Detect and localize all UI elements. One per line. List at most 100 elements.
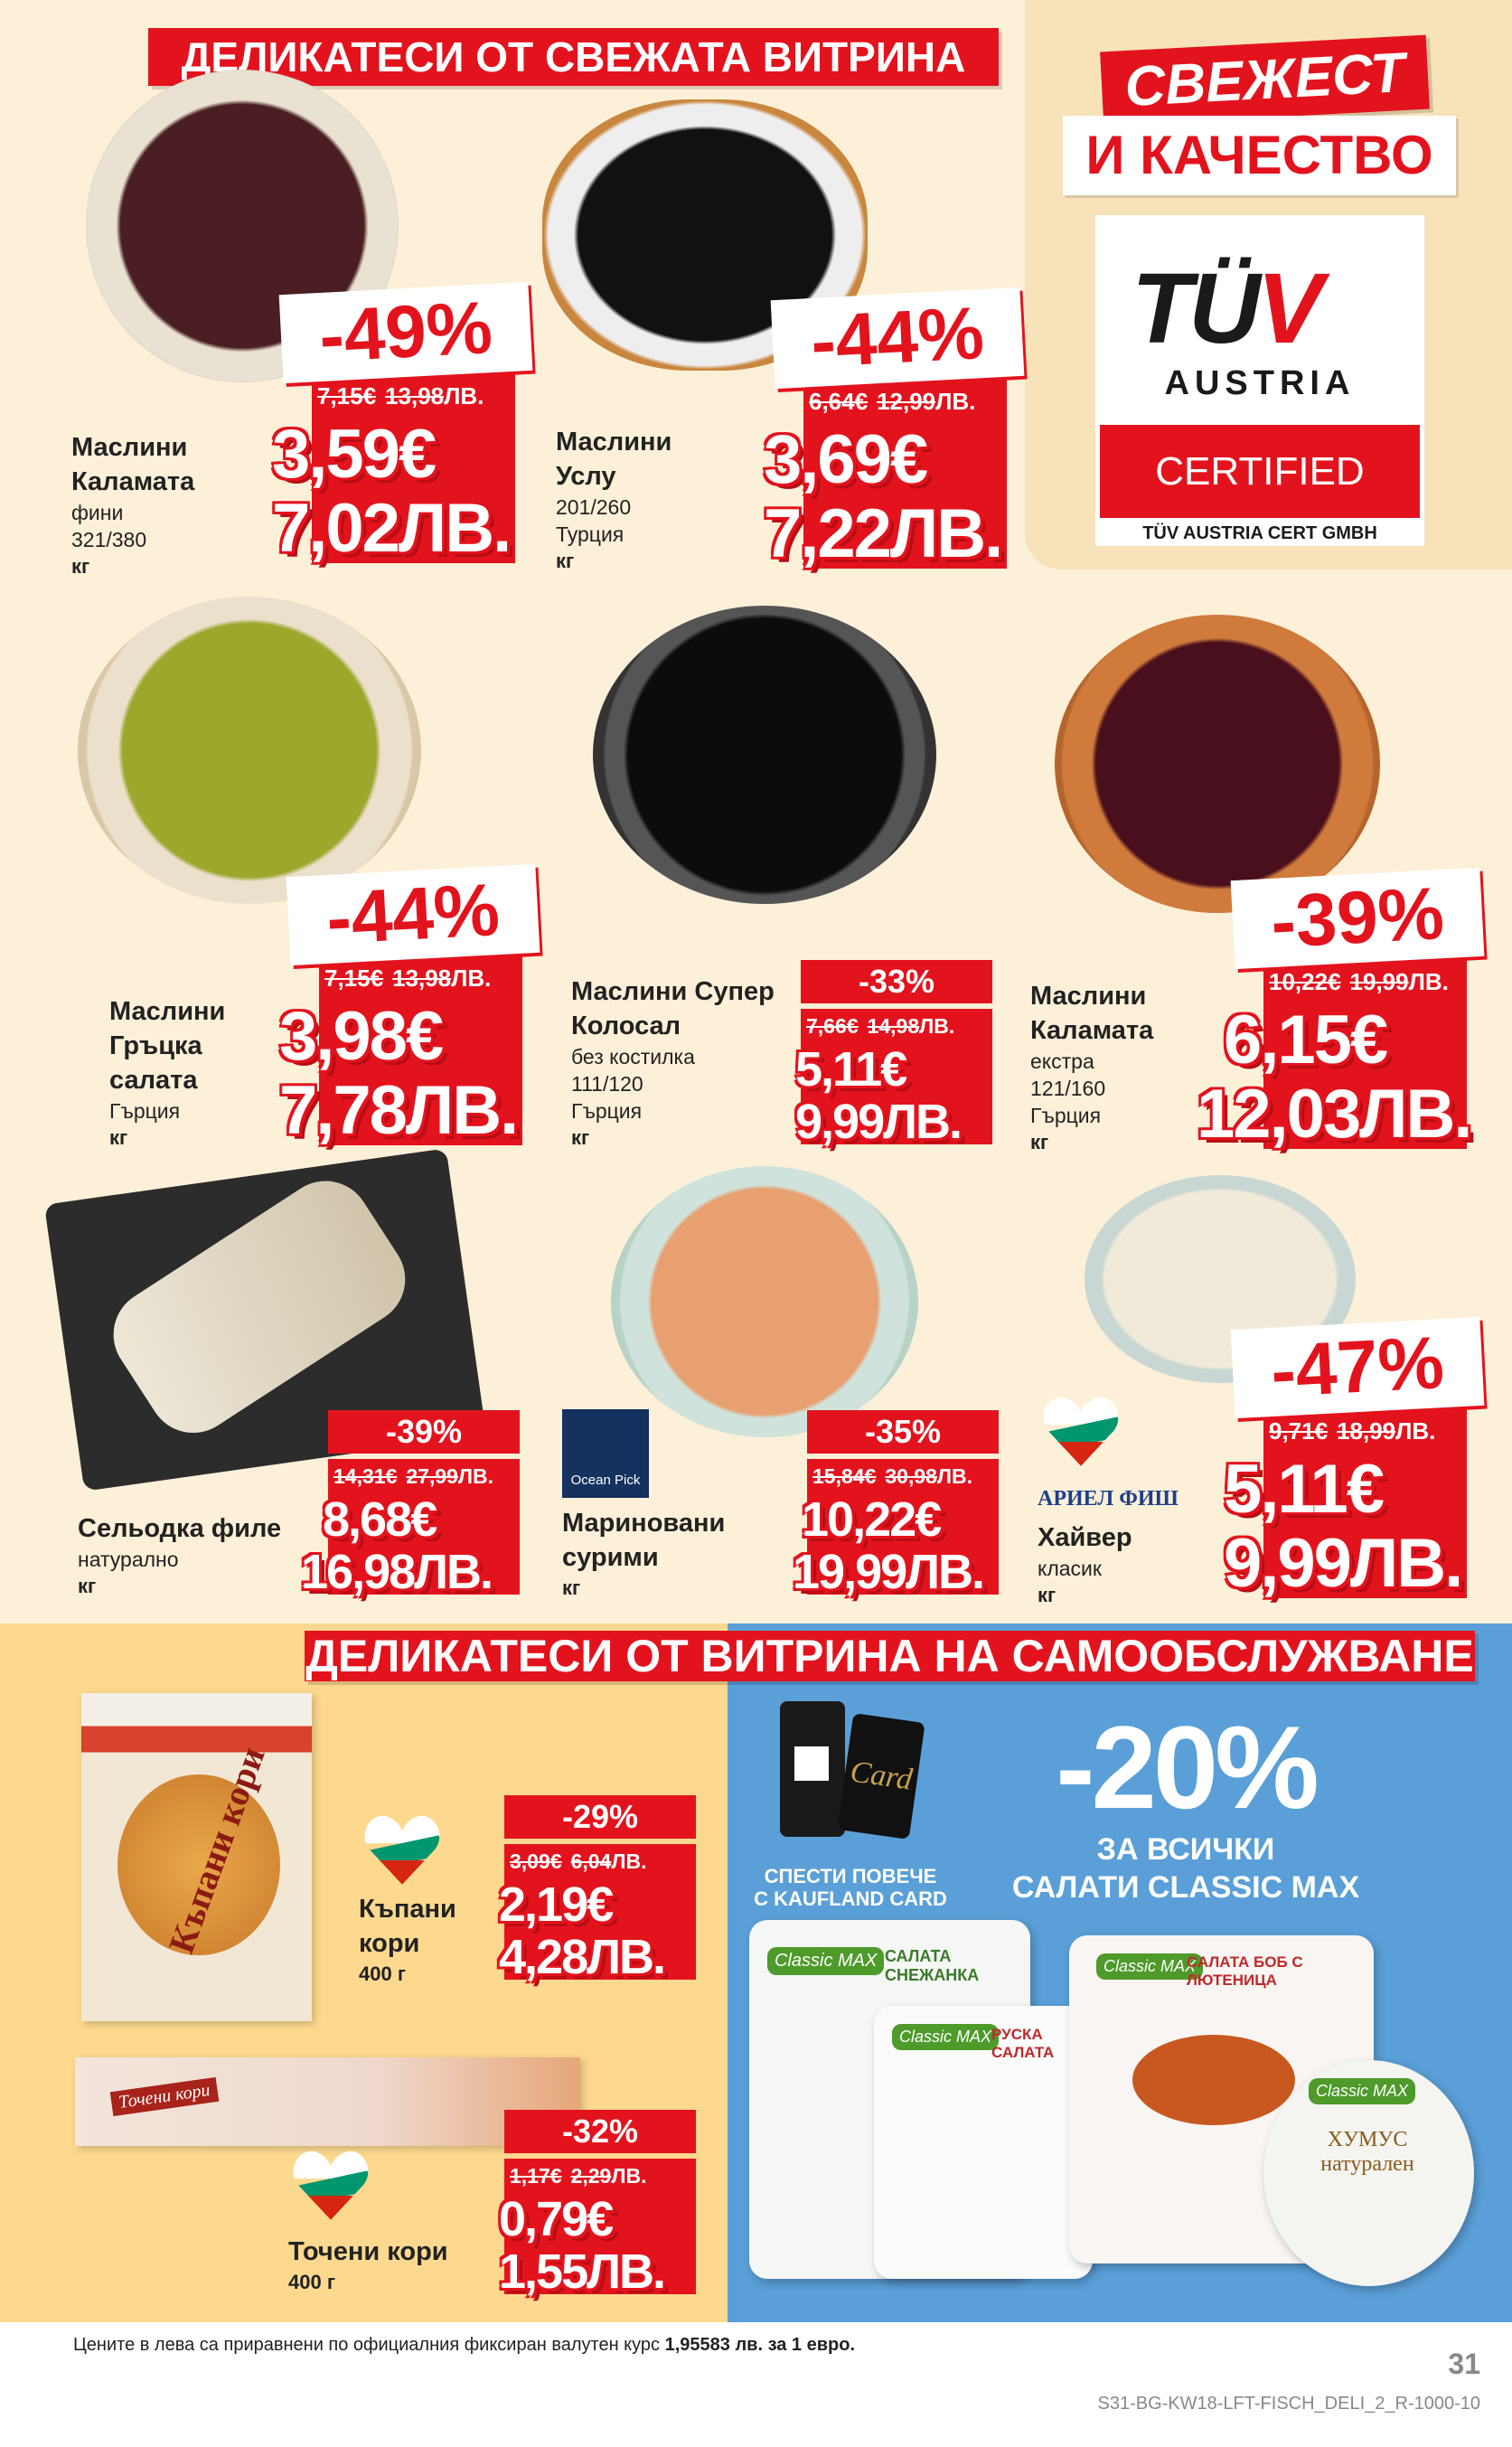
- product-info: Хайвер класик кг: [1038, 1520, 1132, 1609]
- product-unit: кг: [562, 1576, 581, 1599]
- product-detail: Гърция: [109, 1099, 181, 1123]
- product-detail: 121/160: [1030, 1077, 1106, 1100]
- price-eur: 6,15€: [1224, 1002, 1388, 1078]
- kalamata-extra-olives-image: [1055, 615, 1380, 913]
- product-unit: кг: [71, 555, 90, 578]
- tuv-logo: TÜV: [1132, 253, 1323, 364]
- discount-badge: -32%: [504, 2110, 696, 2153]
- product-info: Маслини Каламата екстра 121/160 Гърция к…: [1030, 979, 1153, 1156]
- product-detail: Турция: [556, 522, 625, 546]
- old-price: 7,15€ 13,98ЛВ.: [317, 382, 484, 409]
- product-name: салата: [109, 1066, 198, 1095]
- price-box: [803, 377, 1007, 569]
- discount-badge: -33%: [801, 960, 992, 1003]
- tuv-austria: AUSTRIA: [1164, 364, 1356, 402]
- product-info: Маслини Услу 201/260 Турция кг: [556, 425, 671, 575]
- classic-discount: -20%: [1056, 1701, 1319, 1833]
- old-price: 7,15€ 13,98ЛВ.: [324, 965, 492, 992]
- product-weight: 400 г: [359, 1962, 406, 1985]
- bulgarian-flag-heart-icon: [363, 1811, 441, 1888]
- document-code: S31-BG-KW18-LFT-FISCH_DELI_2_R-1000-10: [1097, 2394, 1481, 2414]
- green-olives-image: [78, 597, 421, 904]
- product-name: кори: [359, 1929, 420, 1958]
- classic-line-2: САЛАТИ CLASSIC MAX: [1011, 1870, 1360, 1905]
- classic-max-logo: Classic MAX: [892, 2024, 1000, 2050]
- product-name: Маслини: [1030, 982, 1147, 1011]
- price-eur: 10,22€: [802, 1492, 942, 1547]
- section-header-self-service: ДЕЛИКАТЕСИ ОТ ВИТРИНА НА САМООБСЛУЖВАНЕ: [305, 1631, 1475, 1681]
- product-detail: натурално: [78, 1548, 179, 1571]
- price-eur: 5,11€: [795, 1042, 907, 1096]
- salad-label: РУСКА САЛАТА: [991, 2026, 1055, 2061]
- old-price: 15,84€ 30,98ЛВ.: [812, 1464, 973, 1488]
- product-detail: 111/120: [571, 1072, 643, 1096]
- page-number: 31: [1448, 2348, 1480, 2380]
- product-info: Къпани кори 400 г: [359, 1892, 456, 1988]
- classic-line-1: ЗА ВСИЧКИ: [1096, 1832, 1275, 1867]
- product-unit: кг: [1030, 1131, 1049, 1153]
- kaufland-card-text: СПЕСТИ ПОВЕЧЕ С KAUFLAND CARD: [742, 1865, 959, 1910]
- hummus-image: Classic MAX ХУМУС натурален: [1263, 2060, 1474, 2286]
- product-weight: 400 г: [288, 2271, 335, 2293]
- old-price: 1,17€ 2,29ЛВ.: [510, 2164, 647, 2188]
- product-detail: без костилка: [571, 1045, 695, 1068]
- product-unit: кг: [109, 1126, 128, 1149]
- price-eur: 0,79€: [499, 2192, 614, 2246]
- salad-label: САЛАТА СНЕЖАНКА: [885, 1947, 980, 1984]
- price-eur: 8,68€: [323, 1492, 437, 1547]
- old-price: 6,64€ 12,99ЛВ.: [809, 388, 976, 415]
- currency-note: Цените в лева са приравнени по официални…: [73, 2335, 856, 2355]
- product-name: Маслини Супер: [571, 977, 775, 1006]
- classic-max-logo: Classic MAX: [767, 1947, 885, 1975]
- product-info: Маслини Гръцка салата Гърция кг: [109, 994, 225, 1152]
- product-name: Колосал: [571, 1012, 681, 1040]
- classic-text: ЗА ВСИЧКИ САЛАТИ CLASSIC MAX: [960, 1831, 1412, 1906]
- price-eur: 3,69€: [764, 421, 928, 498]
- product-unit: кг: [571, 1126, 590, 1149]
- price-box: [1263, 957, 1467, 1149]
- product-info: Маслини Супер Колосал без костилка 111/1…: [571, 974, 775, 1152]
- classic-max-logo: Classic MAX: [1096, 1953, 1204, 1980]
- discount-badge: -39%: [328, 1410, 520, 1454]
- product-detail: 201/260: [556, 495, 632, 519]
- old-price: 3,09€ 6,04ЛВ.: [510, 1849, 647, 1873]
- product-unit: кг: [1038, 1584, 1057, 1606]
- card-line-2: С KAUFLAND CARD: [754, 1887, 947, 1910]
- surimi-image: [611, 1166, 918, 1437]
- price-box: [312, 372, 515, 563]
- product-detail: екстра: [1030, 1049, 1094, 1073]
- product-info: Мариновани сурими кг: [562, 1506, 725, 1602]
- product-info: Маслини Каламата фини 321/380 кг: [71, 430, 194, 580]
- price-lev: 9,99ЛВ.: [1224, 1525, 1463, 1602]
- product-unit: кг: [556, 550, 575, 572]
- price-box: [504, 1844, 696, 1980]
- discount-badge: -29%: [504, 1795, 696, 1839]
- price-lev: 12,03ЛВ.: [1197, 1076, 1473, 1153]
- ariel-fish-logo: АРИЕЛ ФИШ: [1038, 1487, 1179, 1511]
- price-lev: 7,02ЛВ.: [272, 490, 512, 567]
- classic-max-logo: Classic MAX: [1309, 2078, 1416, 2104]
- bulgarian-flag-heart-icon: [292, 2146, 370, 2224]
- price-box: [1263, 1407, 1467, 1598]
- bulgarian-flag-heart-icon: [1042, 1392, 1120, 1470]
- salad-ruska-image: Classic MAX РУСКА САЛАТА: [874, 2006, 1093, 2279]
- price-lev: 9,99ЛВ.: [795, 1095, 963, 1149]
- ocean-pick-logo: Ocean Pick: [562, 1409, 649, 1498]
- price-lev: 19,99ЛВ.: [793, 1545, 985, 1599]
- tuv-certified: CERTIFIED: [1100, 425, 1420, 518]
- product-name: Маслини: [71, 433, 188, 462]
- price-box: [319, 954, 522, 1145]
- phone-app-image: [780, 1701, 845, 1837]
- discount-badge: -44%: [770, 287, 1025, 390]
- card-line-1: СПЕСТИ ПОВЕЧЕ: [764, 1865, 937, 1887]
- product-detail: фини: [71, 501, 124, 524]
- price-lev: 7,22ЛВ.: [764, 495, 1003, 572]
- discount-badge: -39%: [1230, 867, 1485, 970]
- product-detail: Гърция: [571, 1099, 643, 1123]
- product-name: Сельодка филе: [78, 1514, 282, 1543]
- discount-badge: -35%: [807, 1410, 999, 1454]
- discount-badge: -44%: [286, 863, 540, 966]
- price-lev: 7,78ЛВ.: [279, 1072, 519, 1149]
- product-detail: Гърция: [1030, 1104, 1102, 1127]
- product-detail: класик: [1038, 1557, 1102, 1580]
